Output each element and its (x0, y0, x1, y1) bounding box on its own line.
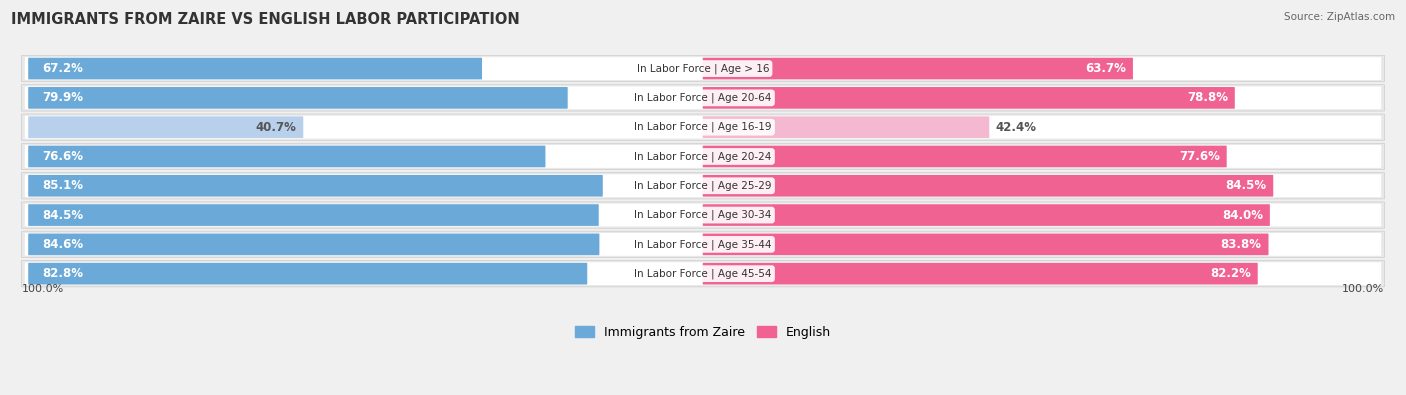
Text: In Labor Force | Age > 16: In Labor Force | Age > 16 (637, 63, 769, 74)
FancyBboxPatch shape (25, 145, 1381, 168)
Text: 84.6%: 84.6% (42, 238, 83, 251)
FancyBboxPatch shape (703, 117, 990, 138)
FancyBboxPatch shape (703, 58, 1133, 79)
FancyBboxPatch shape (25, 233, 1381, 256)
Text: 100.0%: 100.0% (21, 284, 65, 293)
FancyBboxPatch shape (28, 117, 304, 138)
Legend: Immigrants from Zaire, English: Immigrants from Zaire, English (569, 321, 837, 344)
Text: 100.0%: 100.0% (1341, 284, 1385, 293)
Text: In Labor Force | Age 35-44: In Labor Force | Age 35-44 (634, 239, 772, 250)
Text: In Labor Force | Age 30-34: In Labor Force | Age 30-34 (634, 210, 772, 220)
Text: 40.7%: 40.7% (256, 120, 297, 134)
Text: In Labor Force | Age 16-19: In Labor Force | Age 16-19 (634, 122, 772, 132)
Text: 82.2%: 82.2% (1209, 267, 1251, 280)
Text: 84.0%: 84.0% (1222, 209, 1263, 222)
Text: 78.8%: 78.8% (1187, 91, 1227, 104)
FancyBboxPatch shape (25, 174, 1381, 197)
FancyBboxPatch shape (25, 116, 1381, 139)
FancyBboxPatch shape (28, 146, 546, 167)
Text: 85.1%: 85.1% (42, 179, 83, 192)
Text: 77.6%: 77.6% (1178, 150, 1219, 163)
FancyBboxPatch shape (21, 260, 1385, 287)
FancyBboxPatch shape (21, 231, 1385, 258)
Text: Source: ZipAtlas.com: Source: ZipAtlas.com (1284, 12, 1395, 22)
Text: 84.5%: 84.5% (42, 209, 83, 222)
FancyBboxPatch shape (21, 173, 1385, 199)
FancyBboxPatch shape (25, 57, 1381, 80)
Text: 63.7%: 63.7% (1085, 62, 1126, 75)
FancyBboxPatch shape (703, 87, 1234, 109)
FancyBboxPatch shape (28, 87, 568, 109)
FancyBboxPatch shape (703, 146, 1226, 167)
FancyBboxPatch shape (703, 204, 1270, 226)
FancyBboxPatch shape (21, 114, 1385, 140)
Text: 83.8%: 83.8% (1220, 238, 1261, 251)
FancyBboxPatch shape (703, 175, 1274, 197)
Text: In Labor Force | Age 25-29: In Labor Force | Age 25-29 (634, 181, 772, 191)
FancyBboxPatch shape (28, 58, 482, 79)
FancyBboxPatch shape (21, 143, 1385, 170)
FancyBboxPatch shape (21, 85, 1385, 111)
FancyBboxPatch shape (25, 262, 1381, 285)
FancyBboxPatch shape (28, 233, 599, 255)
Text: 82.8%: 82.8% (42, 267, 83, 280)
Text: 67.2%: 67.2% (42, 62, 83, 75)
Text: In Labor Force | Age 45-54: In Labor Force | Age 45-54 (634, 269, 772, 279)
Text: In Labor Force | Age 20-64: In Labor Force | Age 20-64 (634, 92, 772, 103)
Text: 42.4%: 42.4% (995, 120, 1036, 134)
Text: In Labor Force | Age 20-24: In Labor Force | Age 20-24 (634, 151, 772, 162)
FancyBboxPatch shape (28, 263, 588, 284)
Text: 79.9%: 79.9% (42, 91, 83, 104)
FancyBboxPatch shape (21, 202, 1385, 228)
Text: 76.6%: 76.6% (42, 150, 83, 163)
FancyBboxPatch shape (25, 204, 1381, 226)
Text: IMMIGRANTS FROM ZAIRE VS ENGLISH LABOR PARTICIPATION: IMMIGRANTS FROM ZAIRE VS ENGLISH LABOR P… (11, 12, 520, 27)
FancyBboxPatch shape (25, 87, 1381, 109)
FancyBboxPatch shape (21, 55, 1385, 82)
FancyBboxPatch shape (28, 204, 599, 226)
FancyBboxPatch shape (703, 233, 1268, 255)
FancyBboxPatch shape (28, 175, 603, 197)
Text: 84.5%: 84.5% (1225, 179, 1267, 192)
FancyBboxPatch shape (703, 263, 1258, 284)
